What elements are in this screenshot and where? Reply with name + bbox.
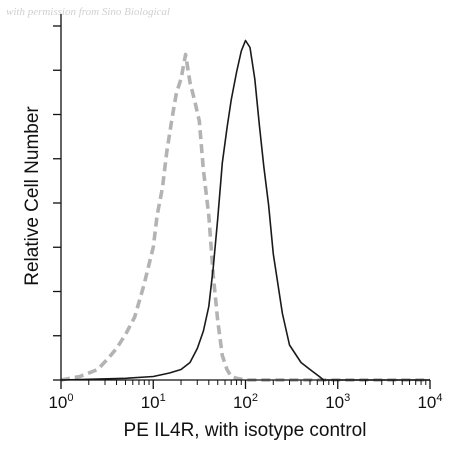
x-tick-label: 100 <box>48 392 73 412</box>
x-tick-label: 104 <box>417 392 442 412</box>
x-tick-label: 101 <box>141 392 166 412</box>
x-tick-layer: 100 101 102 103 104 <box>48 380 443 412</box>
axes-layer <box>60 14 430 381</box>
x-axis-title: PE IL4R, with isotype control <box>124 420 367 441</box>
series-solid-line <box>60 39 430 381</box>
x-tick-label: 103 <box>325 392 350 412</box>
x-tick-label: 102 <box>233 392 258 412</box>
series-layer <box>60 39 430 382</box>
series-dashed-line <box>60 52 430 382</box>
watermark-text: with permission from Sino Biological <box>6 6 170 18</box>
y-axis-title: Relative Cell Number <box>22 106 43 286</box>
y-tick-layer <box>53 25 61 381</box>
